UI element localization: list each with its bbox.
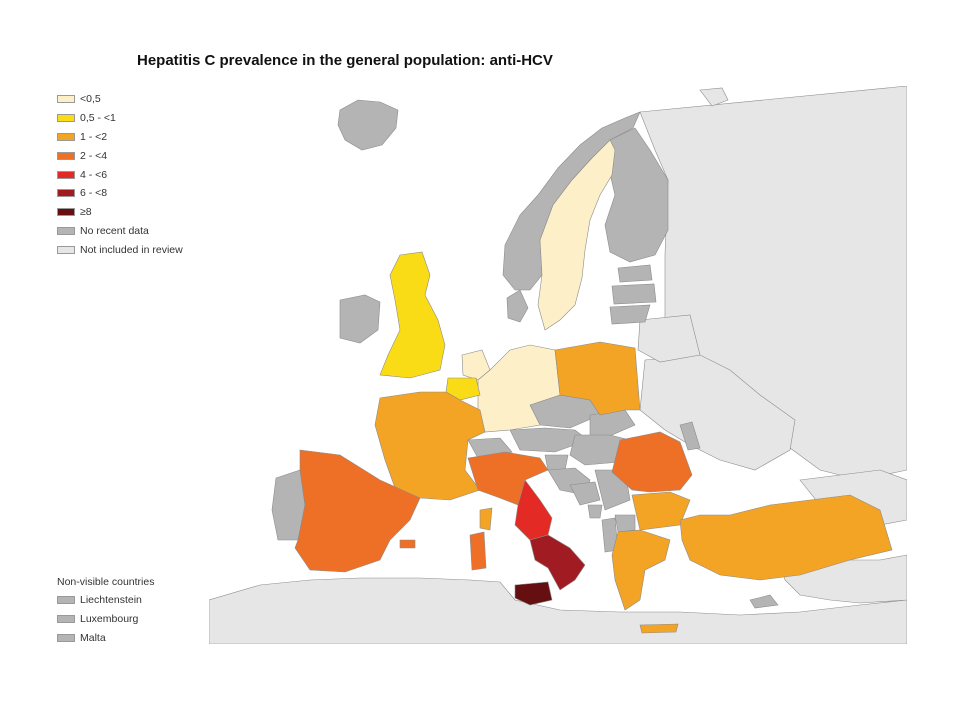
legend-label: Luxembourg — [80, 613, 139, 626]
ireland — [339, 294, 381, 344]
non-visible-title: Non-visible countries — [57, 576, 155, 588]
iceland — [337, 99, 399, 151]
north-africa — [209, 577, 907, 644]
corsica — [479, 507, 493, 531]
legend: <0,5 0,5 - <1 1 - <2 2 - <4 4 - <6 6 - <… — [57, 90, 183, 259]
1-2-countries — [374, 341, 893, 634]
balearic — [399, 539, 416, 549]
legend-label: Liechtenstein — [80, 594, 142, 607]
legend-label: ≥8 — [80, 206, 92, 219]
legend-swatch — [57, 615, 75, 624]
legend-item-ge8: ≥8 — [57, 203, 183, 222]
latvia — [611, 283, 657, 305]
legend-label: 4 - <6 — [80, 168, 108, 181]
legend-swatch — [57, 633, 75, 642]
non-visible-item-malta: Malta — [57, 629, 154, 648]
legend-swatch — [57, 245, 75, 254]
cyprus — [749, 594, 779, 609]
legend-swatch — [57, 151, 75, 160]
legend-swatch — [57, 226, 75, 235]
legend-label: 2 - <4 — [80, 149, 108, 162]
legend-label: No recent data — [80, 224, 149, 237]
4-6-countries — [514, 479, 553, 541]
france — [374, 391, 486, 501]
legend-item-05-1: 0,5 - <1 — [57, 109, 183, 128]
sicily — [514, 581, 553, 606]
non-visible-item-liechtenstein: Liechtenstein — [57, 591, 154, 610]
legend-swatch — [57, 189, 75, 198]
greece — [611, 529, 671, 611]
bulgaria — [631, 491, 691, 531]
legend-swatch — [57, 114, 75, 123]
sardinia — [469, 531, 487, 571]
ukraine-region — [639, 354, 796, 471]
montenegro — [587, 504, 603, 519]
lt05-countries — [461, 139, 616, 433]
legend-item-lt05: <0,5 — [57, 90, 183, 109]
south-italy — [529, 534, 586, 591]
macedonia — [614, 514, 636, 533]
non-visible-item-luxembourg: Luxembourg — [57, 610, 154, 629]
legend-item-6-8: 6 - <8 — [57, 184, 183, 203]
denmark — [506, 289, 529, 323]
legend-swatch — [57, 208, 75, 217]
romania — [611, 431, 693, 493]
6-8-countries — [529, 534, 586, 591]
sweden — [537, 139, 616, 331]
belarus-region — [637, 314, 701, 363]
legend-swatch — [57, 596, 75, 605]
turkey — [679, 494, 893, 581]
legend-label: <0,5 — [80, 93, 101, 106]
legend-item-no-data: No recent data — [57, 222, 183, 241]
legend-label: Not included in review — [80, 243, 183, 256]
europe-map — [209, 86, 907, 644]
united-kingdom — [379, 251, 446, 379]
bosnia — [569, 481, 601, 506]
legend-item-4-6: 4 - <6 — [57, 165, 183, 184]
slovenia — [544, 454, 569, 471]
legend-swatch — [57, 170, 75, 179]
non-visible-legend: Non-visible countries Liechtenstein Luxe… — [57, 573, 154, 647]
central-italy — [514, 479, 553, 541]
spain — [294, 449, 421, 573]
map-title: Hepatitis C prevalence in the general po… — [137, 52, 553, 69]
legend-item-1-2: 1 - <2 — [57, 128, 183, 147]
poland — [554, 341, 641, 416]
2-4-countries — [294, 431, 693, 573]
estonia — [617, 264, 653, 283]
legend-label: Malta — [80, 631, 106, 644]
moldova — [679, 421, 701, 451]
legend-swatch — [57, 132, 75, 141]
05-1-countries — [379, 251, 481, 401]
legend-label: 1 - <2 — [80, 130, 108, 143]
lithuania — [609, 304, 651, 325]
legend-label: 6 - <8 — [80, 187, 108, 200]
legend-label: 0,5 - <1 — [80, 112, 116, 125]
legend-item-not-included: Not included in review — [57, 240, 183, 259]
legend-item-2-4: 2 - <4 — [57, 146, 183, 165]
svalbard-like — [699, 87, 729, 107]
crete — [639, 623, 679, 634]
legend-swatch — [57, 95, 75, 104]
belgium — [445, 377, 481, 401]
finland — [604, 127, 669, 263]
ge8-countries — [514, 581, 553, 606]
